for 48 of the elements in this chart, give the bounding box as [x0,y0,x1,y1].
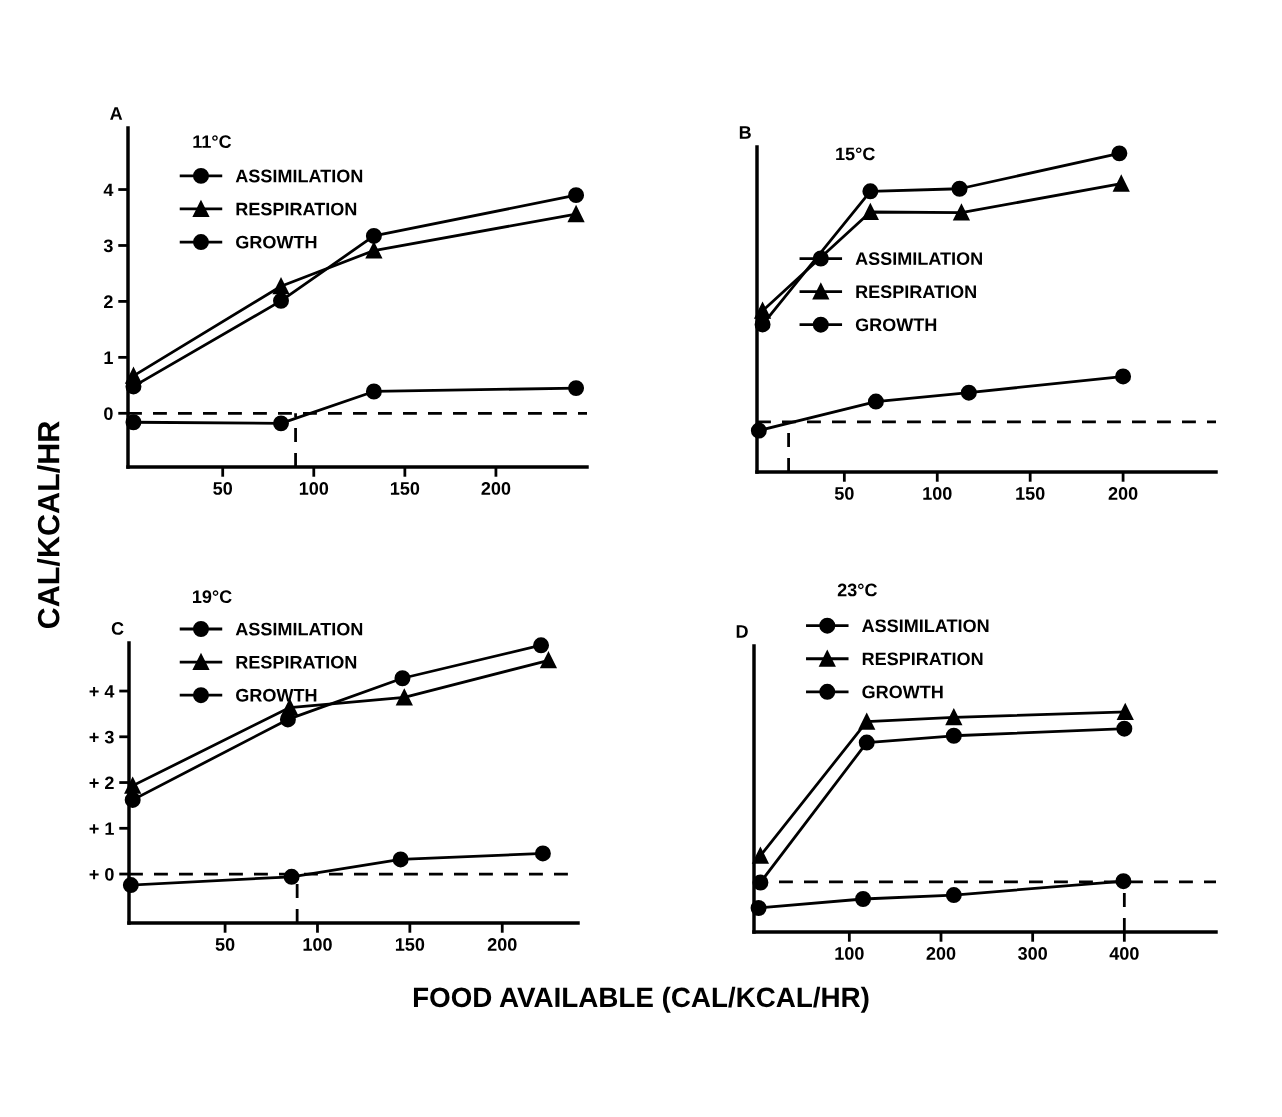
chart-title: C [111,622,124,635]
x-axis-title: FOOD AVAILABLE (CAL/KCAL/HR) [413,986,869,1013]
chart-subtitle: 23°C [837,583,878,597]
y-tick-label: 3 [103,239,113,253]
legend-label: GROWTH [236,688,317,702]
chart-subtitle: 11°C [193,135,232,149]
x-tick-label: 200 [487,938,517,951]
y-tick-label: 1 [104,351,113,364]
x-tick-label: 150 [1016,487,1045,500]
x-tick-label: 100 [299,482,329,495]
legend-label: RESPIRATION [236,202,357,216]
chart-title: B [739,126,751,139]
x-tick-label: 100 [835,947,864,960]
x-tick-label: 300 [1018,947,1047,960]
legend-label: GROWTH [855,318,937,332]
chart-subtitle: 15°C [836,147,875,161]
x-tick-label: 150 [395,938,425,951]
chart-subtitle: 19°C [193,590,232,604]
legend-label: GROWTH [862,685,943,699]
x-tick-label: 200 [926,947,956,960]
x-tick-label: 200 [481,482,511,495]
y-tick-label: 2 [104,295,113,308]
legend-label: ASSIMILATION [235,622,363,636]
legend-label: RESPIRATION [236,655,357,669]
y-tick-label: + 3 [89,730,114,744]
x-tick-label: 400 [1109,947,1139,960]
x-tick-label: 100 [303,938,332,951]
x-tick-label: 50 [215,938,235,951]
legend-label: GROWTH [236,235,317,249]
x-tick-label: 100 [923,487,952,500]
y-tick-label: 4 [103,183,114,197]
x-tick-label: 200 [1108,487,1138,500]
legend-label: ASSIMILATION [862,619,989,633]
y-tick-label: + 4 [89,685,115,698]
y-axis-title: CAL/KCAL/HR [37,421,60,629]
y-tick-label: + 0 [89,867,114,881]
y-tick-label: 0 [104,407,113,421]
legend-label: ASSIMILATION [235,169,363,183]
x-tick-label: 150 [390,482,420,495]
legend-label: RESPIRATION [856,285,976,299]
chart-title: D [736,625,748,638]
y-tick-label: + 2 [89,776,114,790]
legend-label: ASSIMILATION [855,252,982,266]
legend-label: RESPIRATION [862,652,983,666]
x-tick-label: 50 [213,482,233,495]
y-tick-label: + 1 [89,822,114,835]
x-tick-label: 50 [834,487,854,500]
chart-title: A [110,107,123,120]
